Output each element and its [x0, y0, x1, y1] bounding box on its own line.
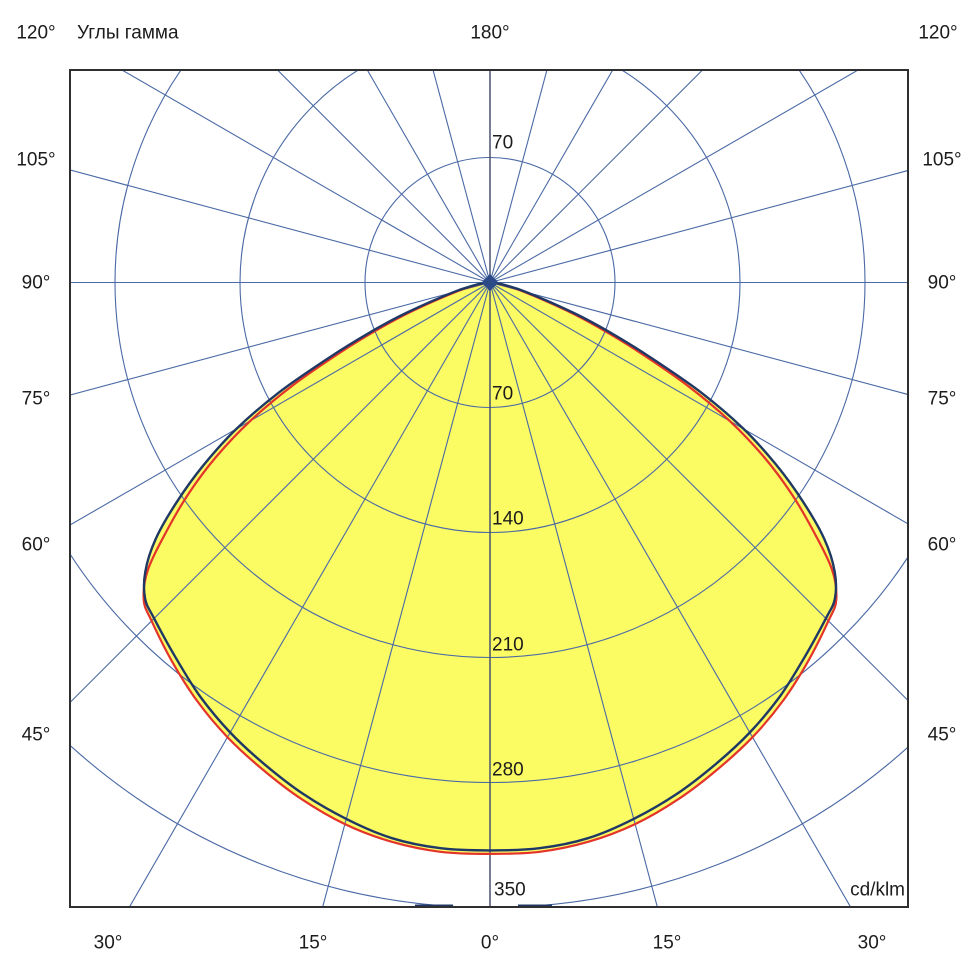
gamma-label-bottom-0: 0° — [480, 932, 500, 954]
gamma-label-left-105: 105° — [16, 149, 56, 171]
gamma-label-left-45: 45° — [21, 724, 51, 746]
radial-tick-140: 140 — [492, 508, 524, 530]
radial-tick-350: 350 — [494, 879, 526, 901]
gamma-label-120-top-right: 120° — [918, 22, 958, 44]
gamma-label-left-75: 75° — [21, 388, 51, 410]
gamma-label-bottom-15-right: 15° — [652, 932, 682, 954]
gamma-label-180-top: 180° — [470, 22, 510, 44]
gamma-label-right-45: 45° — [927, 724, 957, 746]
gamma-label-left-90: 90° — [21, 272, 51, 294]
gamma-label-right-60: 60° — [927, 534, 957, 556]
radial-tick-70: 70 — [492, 383, 514, 405]
gamma-label-bottom-15-left: 15° — [298, 932, 328, 954]
chart-title: Углы гамма — [77, 22, 179, 44]
gamma-label-left-60: 60° — [21, 534, 51, 556]
gamma-label-bottom-30-left: 30° — [93, 932, 123, 954]
gamma-label-bottom-30-right: 30° — [857, 932, 887, 954]
gamma-label-120-top-left: 120° — [16, 22, 56, 44]
unit-label: cd/klm — [850, 879, 905, 901]
radial-tick-280: 280 — [492, 759, 524, 781]
radial-tick-70-upper: 70 — [492, 132, 514, 154]
radial-tick-210: 210 — [492, 634, 524, 656]
gamma-label-right-90: 90° — [927, 272, 957, 294]
gamma-label-right-105: 105° — [922, 149, 962, 171]
gamma-label-right-75: 75° — [927, 388, 957, 410]
